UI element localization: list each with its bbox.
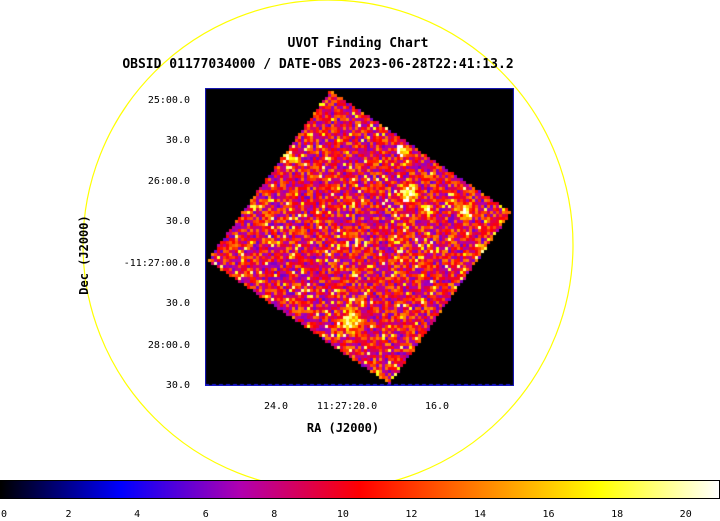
chart-title: UVOT Finding Chart [287, 36, 429, 51]
colorbar-tick-label: 2 [65, 509, 72, 520]
colorbar-tick-label: 14 [473, 509, 487, 520]
y-tick-label: 30.0 [165, 298, 190, 309]
y-tick-label: 26:00.0 [147, 176, 190, 187]
colorbar-tick-label: 4 [134, 509, 141, 520]
y-tick-label: 25:00.0 [147, 95, 190, 106]
colorbar-tick-label: 10 [336, 509, 349, 520]
colorbar-tick-label: 18 [611, 509, 624, 520]
y-axis-title: Dec (J2000) [77, 215, 91, 295]
colorbar [0, 480, 720, 499]
y-tick-label: 30.0 [165, 380, 190, 391]
uvot-image [205, 88, 514, 386]
colorbar-tick-label: 12 [405, 509, 418, 520]
x-tick-label: 24.0 [263, 401, 289, 412]
chart-subtitle: OBSID 01177034000 / DATE-OBS 2023-06-28T… [122, 57, 514, 72]
y-tick-label: -11:27:00.0 [123, 258, 190, 269]
colorbar-tick-label: 16 [542, 509, 555, 520]
y-tick-label: 30.0 [165, 135, 190, 146]
colorbar-tick-label: 6 [202, 509, 209, 520]
colorbar-tick-label: 20 [679, 509, 692, 520]
x-tick-label: 16.0 [424, 401, 450, 412]
y-tick-label: 30.0 [165, 216, 190, 227]
x-axis-title: RA (J2000) [306, 421, 380, 435]
y-tick-label: 28:00.0 [147, 340, 190, 351]
colorbar-tick-label: 8 [271, 509, 278, 520]
colorbar-tick-label: 0 [0, 509, 8, 520]
x-tick-label: 11:27:20.0 [316, 401, 378, 412]
